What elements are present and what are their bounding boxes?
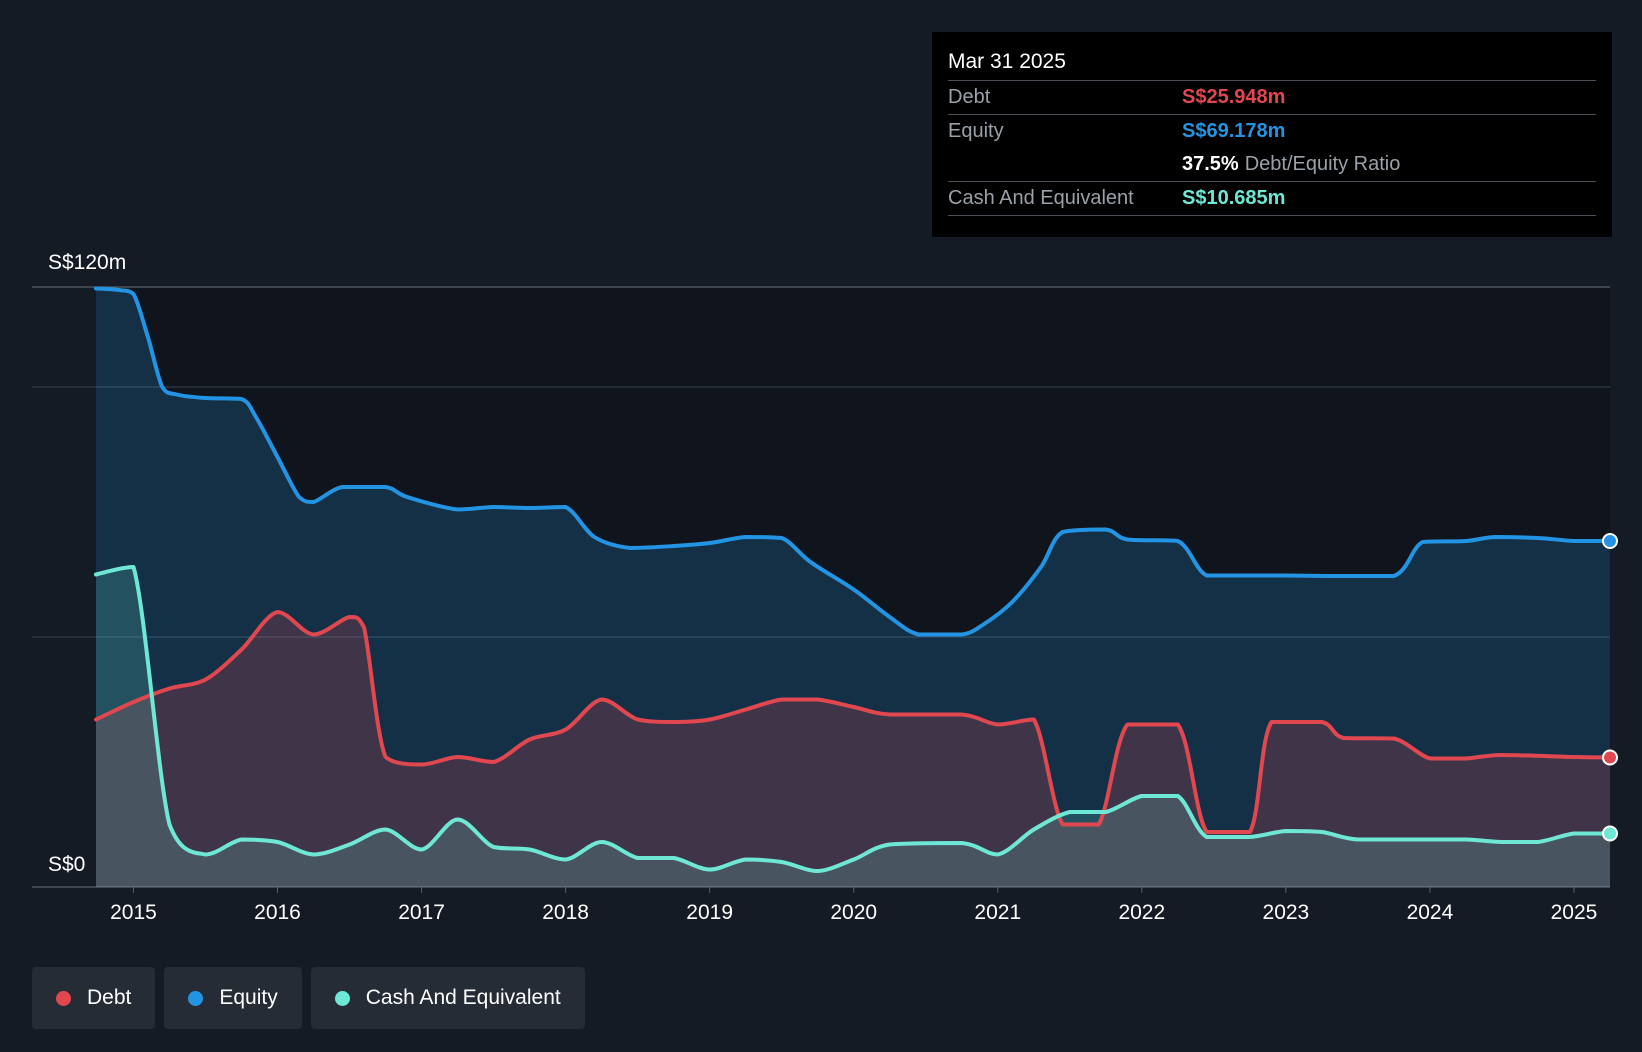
tooltip-cash-value: S$10.685m — [1182, 187, 1286, 209]
legend-cash-label: Cash And Equivalent — [365, 986, 561, 1009]
x-axis-ticks: 2015 2016 2017 2018 2019 2020 2021 2022 2023 2024… — [110, 887, 1597, 924]
x-tick-label-2023: 2023 — [1263, 901, 1310, 924]
cash-dot-icon — [334, 990, 350, 1006]
area-debt — [96, 612, 1610, 887]
y-axis-bottom-label: S$0 — [48, 853, 85, 876]
marker-debt[interactable] — [1602, 749, 1618, 766]
equity-dot-icon — [188, 990, 204, 1006]
x-tick-label-2021: 2021 — [974, 901, 1021, 924]
chart-legend: Debt Equity Cash And Equivalent — [32, 967, 585, 1029]
series-areas — [96, 288, 1610, 887]
legend-item-equity[interactable]: Equity — [164, 967, 302, 1029]
tooltip-cash-label: Cash And Equivalent — [948, 187, 1134, 209]
x-tick-label-2020: 2020 — [830, 901, 877, 924]
x-tick-label-2016: 2016 — [254, 901, 301, 924]
marker-cash-and-equivalent[interactable] — [1602, 825, 1618, 842]
tooltip-equity-value: S$69.178m — [1182, 120, 1286, 142]
x-tick-label-2018: 2018 — [542, 901, 589, 924]
marker-equity[interactable] — [1602, 533, 1618, 549]
tooltip-equity-label: Equity — [948, 120, 1004, 142]
legend-item-cash[interactable]: Cash And Equivalent — [310, 967, 585, 1029]
tooltip-debt-row: Debt S$25.948m — [948, 80, 1596, 114]
x-tick-label-2022: 2022 — [1118, 901, 1165, 924]
tooltip-debt-value: S$25.948m — [1182, 86, 1286, 108]
debt-dot-icon — [56, 990, 71, 1006]
tooltip-ratio-row: 37.5% Debt/Equity Ratio — [948, 148, 1596, 181]
x-tick-label-2015: 2015 — [110, 901, 157, 924]
line-equity — [94, 286, 1612, 637]
legend-item-debt[interactable]: Debt — [32, 967, 156, 1029]
tooltip-panel: Mar 31 2025 Debt S$25.948m Equity S$69.1… — [932, 32, 1612, 237]
tooltip-cash-row: Cash And Equivalent S$10.685m — [948, 181, 1596, 215]
x-tick-label-2025: 2025 — [1551, 901, 1598, 924]
tooltip-equity-row: Equity S$69.178m — [948, 114, 1596, 148]
x-tick-label-2024: 2024 — [1407, 901, 1454, 924]
x-tick-label-2019: 2019 — [686, 901, 733, 924]
area-equity — [96, 288, 1610, 887]
tooltip-date: Mar 31 2025 — [948, 50, 1066, 73]
tooltip-ratio-label: Debt/Equity Ratio — [1244, 153, 1401, 175]
line-debt — [94, 610, 1612, 834]
tooltip-debt-label: Debt — [948, 86, 991, 108]
series-end-markers — [1602, 533, 1618, 842]
line-cash-and-equivalent — [94, 565, 1612, 873]
area-cash-and-equivalent — [96, 567, 1610, 887]
series-lines — [94, 286, 1612, 873]
grid-lines — [32, 286, 1610, 888]
legend-equity-label: Equity — [219, 986, 278, 1009]
x-tick-label-2017: 2017 — [398, 901, 445, 924]
y-axis-top-label: S$120m — [48, 251, 126, 274]
tooltip-ratio-value: 37.5% — [1182, 153, 1239, 175]
legend-debt-label: Debt — [87, 986, 132, 1009]
